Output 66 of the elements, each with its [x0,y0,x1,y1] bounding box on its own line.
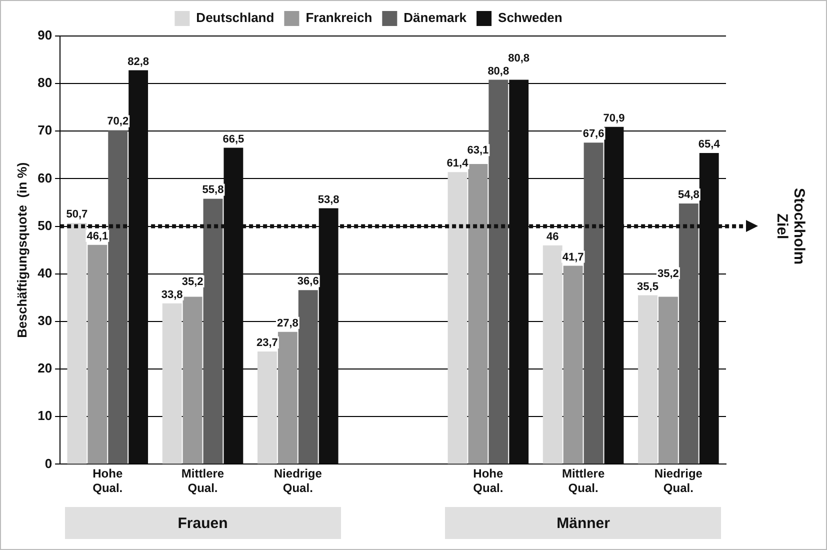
data-label: 46,1 [86,230,108,242]
x-tick-label: Niedrige Qual. [274,466,322,496]
data-label: 55,8 [202,184,224,196]
bar [298,290,318,464]
y-tick-label: 20 [38,360,52,376]
y-tick-label: 70 [38,122,52,138]
x-tick-label: Hohe Qual. [473,466,504,496]
y-tick-label: 90 [38,28,52,43]
bar [448,172,468,464]
data-label: 63,1 [467,144,489,157]
data-label: 65,4 [698,138,721,151]
data-label: 27,8 [276,317,298,330]
data-label: 50,7 [66,208,88,221]
data-label: 66,5 [222,133,244,146]
x-tick-label: Niedrige Qual. [654,466,703,496]
data-label: 80,8 [488,65,510,78]
bar [258,351,277,464]
y-tick-label: 60 [38,170,52,186]
legend-label: Deutschland [196,10,274,26]
y-tick-label: 50 [38,218,52,233]
y-axis-title: Beschäftigungsquote (in %) [14,162,30,338]
data-label: 80,8 [508,52,530,64]
legend-label: Schweden [498,10,562,26]
y-tick-label: 30 [38,313,52,328]
bar [162,303,182,464]
bar [468,164,488,464]
x-tick-label: Mittlere Qual. [181,466,224,496]
data-label: 23,7 [256,336,278,349]
data-label: 54,8 [678,189,700,202]
y-tick-label: 40 [38,265,52,280]
x-tick-label: Hohe Qual. [92,466,123,496]
x-tick-label: Mittlere Qual. [562,466,605,496]
data-label: 35,2 [657,268,679,280]
y-tick-label: 10 [38,408,52,424]
data-label: 70,2 [107,116,129,128]
data-label: 33,8 [161,288,183,301]
text: Männer [445,507,722,539]
data-label: 67,6 [582,128,604,140]
data-label: 61,4 [446,158,470,170]
legend-label: Frankreich [306,10,372,26]
text: Frauen [64,507,341,539]
bar [488,80,508,464]
data-label: 35,5 [637,280,658,293]
bar [542,245,562,464]
y-tick-label: 0 [44,456,52,471]
legend-label: Dänemark [404,10,468,26]
data-label: 82,8 [128,56,150,68]
bar [278,332,298,464]
data-label: 46 [546,230,559,243]
data-label: 70,9 [603,112,625,124]
bar [108,130,128,464]
bar [563,266,583,464]
bar [584,142,604,464]
data-label: 53,8 [318,194,340,206]
bar [638,295,658,464]
bar [67,222,87,464]
y-tick-label: 80 [38,75,52,90]
data-label: 35,2 [182,276,204,288]
bar [203,198,223,464]
bar [658,296,678,464]
bar [678,203,698,464]
data-label: 41,7 [562,251,584,264]
bar [182,296,202,464]
bar [88,244,108,464]
data-label: 36,6 [297,276,319,288]
ref-line-label: Ziel Stockholm [773,188,808,265]
